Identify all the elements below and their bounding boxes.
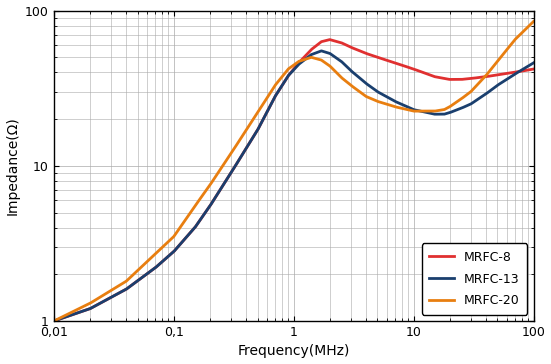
- MRFC-20: [428, 109, 435, 113]
- MRFC-8: [516, 69, 523, 74]
- MRFC-13: [516, 69, 523, 73]
- MRFC-13: [51, 319, 57, 323]
- MRFC-13: [271, 96, 278, 100]
- MRFC-20: [271, 84, 278, 89]
- MRFC-8: [284, 75, 290, 80]
- MRFC-8: [75, 310, 82, 315]
- MRFC-8: [327, 37, 333, 42]
- MRFC-8: [51, 319, 57, 323]
- MRFC-8: [516, 69, 523, 74]
- MRFC-13: [429, 111, 435, 116]
- MRFC-8: [429, 74, 435, 78]
- MRFC-20: [530, 19, 537, 24]
- MRFC-8: [530, 67, 537, 71]
- Line: MRFC-20: MRFC-20: [54, 21, 533, 321]
- MRFC-13: [75, 310, 82, 315]
- X-axis label: Frequency(MHz): Frequency(MHz): [237, 344, 350, 359]
- MRFC-20: [516, 33, 523, 37]
- MRFC-13: [516, 69, 523, 74]
- Line: MRFC-8: MRFC-8: [54, 40, 533, 321]
- MRFC-13: [284, 75, 290, 80]
- Y-axis label: Impedance(Ω): Impedance(Ω): [6, 116, 19, 215]
- MRFC-8: [271, 96, 278, 100]
- MRFC-13: [530, 61, 537, 65]
- MRFC-20: [75, 307, 82, 311]
- Line: MRFC-13: MRFC-13: [54, 51, 533, 321]
- MRFC-20: [51, 319, 57, 323]
- MRFC-20: [516, 33, 523, 37]
- Legend: MRFC-8, MRFC-13, MRFC-20: MRFC-8, MRFC-13, MRFC-20: [422, 243, 527, 315]
- MRFC-13: [318, 49, 325, 53]
- MRFC-20: [284, 68, 290, 72]
